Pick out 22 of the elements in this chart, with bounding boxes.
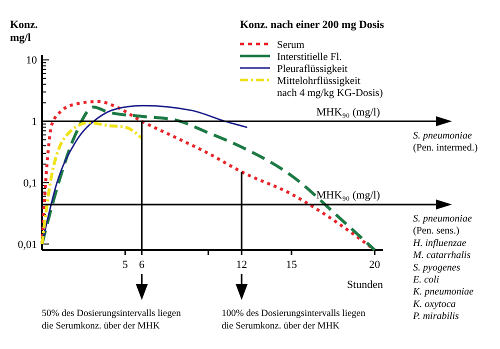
y-tick-label: 0,01 <box>18 238 37 251</box>
ref-line-label: MHK₉₀ (mg/l) <box>316 190 380 202</box>
legend-label: Interstitielle Fl. <box>277 52 342 63</box>
y-tick-label: 10 <box>26 54 38 67</box>
x-tick-label: 15 <box>286 259 298 271</box>
text: S. pneumoniae (Pen. intermed.) <box>413 130 478 154</box>
y-tick-label: 0,1 <box>23 178 37 190</box>
x-tick-label: 6 <box>139 259 146 271</box>
text: 100% des Dosierungsintervalls liegen die Serumkonz. über der MHK <box>222 309 366 332</box>
x-axis-title: Stunden <box>346 279 384 291</box>
y-axis-title: Konz. mg/l <box>10 19 38 44</box>
x-tick-label: 5 <box>122 259 128 271</box>
ref-line-label: MHK₉₀ (mg/l) <box>316 106 380 118</box>
x-tick-label: 12 <box>236 259 248 271</box>
legend-label: Mittelohrflüssigkeit nach 4 mg/kg KG-Dosis) <box>277 76 384 99</box>
y-tick-label: 1 <box>32 116 37 128</box>
legend-label: Pleuraflüssigkeit <box>277 64 348 75</box>
text: S. pneumoniae (Pen. sens.) H. influenzae M. catarrhalis S. pyogenes E. coli K. pneumoniae K. oxytoca P. mirabilis <box>413 214 474 322</box>
text: 50% des Dosierungsintervalls liegen die Serumkonz. über der MHK <box>42 309 182 332</box>
legend-label: Serum <box>277 40 304 51</box>
legend-title: Konz. nach einer 200 mg Dosis <box>240 19 385 31</box>
x-tick-label: 20 <box>369 259 381 271</box>
